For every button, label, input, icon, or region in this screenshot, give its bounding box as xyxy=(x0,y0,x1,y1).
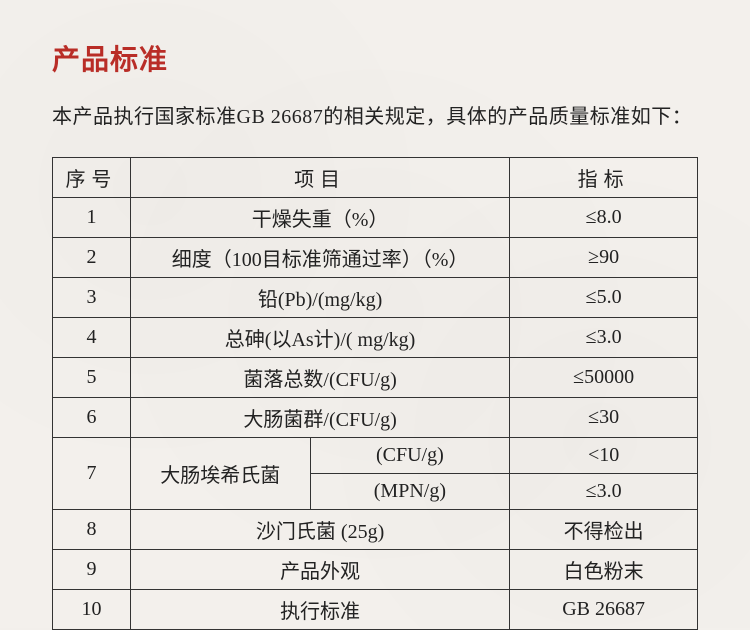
cell-item: 产品外观 xyxy=(130,550,509,590)
table-row: 10 执行标准 GB 26687 xyxy=(53,590,698,630)
table-row: 8 沙门氏菌 (25g) 不得检出 xyxy=(53,510,698,550)
cell-num: 1 xyxy=(53,198,131,238)
cell-metric: ≤5.0 xyxy=(510,278,698,318)
cell-metric: 白色粉末 xyxy=(510,550,698,590)
cell-item: 大肠菌群/(CFU/g) xyxy=(130,398,509,438)
table-row-7a: 7 大肠埃希氏菌 (CFU/g) <10 xyxy=(53,438,698,474)
cell-item-label: 大肠埃希氏菌 xyxy=(130,438,310,510)
cell-item-unit: (MPN/g) xyxy=(310,474,510,510)
header-metric: 指标 xyxy=(510,158,698,198)
cell-num: 10 xyxy=(53,590,131,630)
cell-metric: GB 26687 xyxy=(510,590,698,630)
cell-item: 细度（100目标准筛通过率）（%） xyxy=(130,238,509,278)
cell-item: 沙门氏菌 (25g) xyxy=(130,510,509,550)
cell-num: 5 xyxy=(53,358,131,398)
table-row: 1 干燥失重（%） ≤8.0 xyxy=(53,198,698,238)
cell-metric: ≤8.0 xyxy=(510,198,698,238)
cell-item: 菌落总数/(CFU/g) xyxy=(130,358,509,398)
cell-num: 9 xyxy=(53,550,131,590)
standards-table: 序号 项目 指标 1 干燥失重（%） ≤8.0 2 细度（100目标准筛通过率）… xyxy=(52,157,698,630)
cell-num: 7 xyxy=(53,438,131,510)
table-row: 3 铅(Pb)/(mg/kg) ≤5.0 xyxy=(53,278,698,318)
table-header-row: 序号 项目 指标 xyxy=(53,158,698,198)
table-row: 4 总砷(以As计)/( mg/kg) ≤3.0 xyxy=(53,318,698,358)
cell-num: 2 xyxy=(53,238,131,278)
cell-metric: ≥90 xyxy=(510,238,698,278)
cell-metric: ≤30 xyxy=(510,398,698,438)
cell-item: 铅(Pb)/(mg/kg) xyxy=(130,278,509,318)
cell-item: 执行标准 xyxy=(130,590,509,630)
cell-num: 8 xyxy=(53,510,131,550)
table-row: 2 细度（100目标准筛通过率）（%） ≥90 xyxy=(53,238,698,278)
cell-metric: ≤3.0 xyxy=(510,318,698,358)
cell-num: 4 xyxy=(53,318,131,358)
cell-num: 3 xyxy=(53,278,131,318)
cell-metric: <10 xyxy=(510,438,698,474)
cell-metric: ≤3.0 xyxy=(510,474,698,510)
cell-item: 总砷(以As计)/( mg/kg) xyxy=(130,318,509,358)
cell-metric: ≤50000 xyxy=(510,358,698,398)
header-num: 序号 xyxy=(53,158,131,198)
page-subtitle: 本产品执行国家标准GB 26687的相关规定，具体的产品质量标准如下： xyxy=(52,100,698,129)
cell-metric: 不得检出 xyxy=(510,510,698,550)
cell-item-unit: (CFU/g) xyxy=(310,438,510,474)
table-row: 6 大肠菌群/(CFU/g) ≤30 xyxy=(53,398,698,438)
cell-num: 6 xyxy=(53,398,131,438)
table-row: 5 菌落总数/(CFU/g) ≤50000 xyxy=(53,358,698,398)
page-title: 产品标准 xyxy=(52,38,698,78)
header-item: 项目 xyxy=(130,158,509,198)
table-row: 9 产品外观 白色粉末 xyxy=(53,550,698,590)
cell-item: 干燥失重（%） xyxy=(130,198,509,238)
